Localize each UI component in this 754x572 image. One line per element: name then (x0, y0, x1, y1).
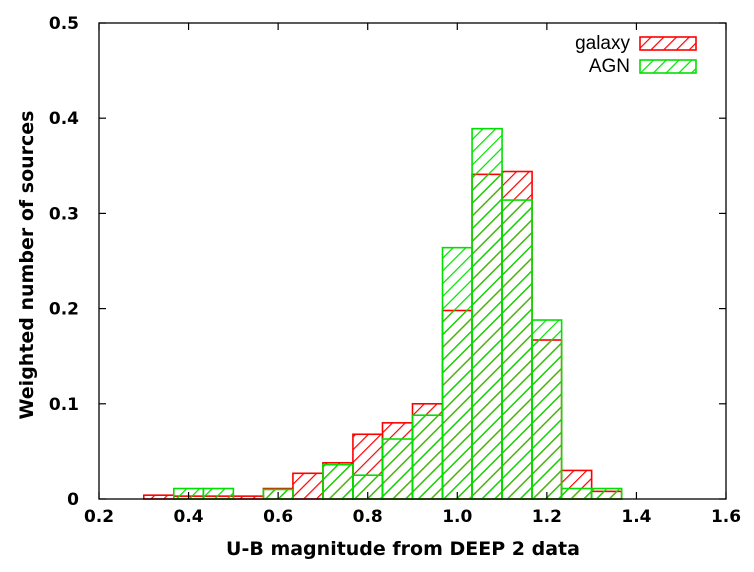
y-tick-label: 0.5 (49, 14, 79, 34)
x-tick-label: 1.6 (711, 507, 741, 527)
x-tick-label: 0.4 (174, 507, 204, 527)
x-tick-label: 0.2 (84, 507, 114, 527)
bar-agn (322, 463, 354, 500)
legend-label-galaxy: galaxy (575, 33, 630, 54)
bar-agn (202, 487, 235, 500)
bar-agn (441, 246, 473, 500)
bar-galaxy (292, 472, 324, 500)
legend-swatch-agn (639, 59, 697, 74)
y-tick-label: 0.4 (49, 109, 79, 129)
y-tick-label: 0.3 (49, 204, 79, 224)
x-tick-label: 0.8 (353, 507, 383, 527)
legend-label-agn: AGN (589, 56, 630, 77)
legend-swatch-galaxy (639, 36, 697, 51)
y-tick-label: 0.2 (49, 300, 79, 320)
x-axis-title: U-B magnitude from DEEP 2 data (226, 538, 580, 560)
axes-layer: 0.2 0.4 0.6 0.8 1.0 1.2 1.4 1.6 0 0.1 0.2 0.3 0.4 0.5 (49, 14, 741, 527)
series-agn (172, 127, 623, 500)
bar-agn (411, 414, 444, 500)
bar-agn (471, 127, 503, 500)
y-axis-title: Weighted number of sources (16, 111, 38, 420)
bars-layer (142, 127, 623, 500)
bar-agn (590, 487, 623, 500)
x-tick-label: 1.2 (532, 507, 562, 527)
bar-agn (560, 487, 593, 500)
x-tick-label: 0.6 (263, 507, 293, 527)
y-tick-label: 0 (67, 490, 79, 510)
plot-frame (98, 22, 727, 500)
x-tick-label: 1.4 (621, 507, 651, 527)
bar-agn (501, 199, 533, 500)
x-tick-label: 1.0 (442, 507, 472, 527)
y-tick-label: 0.1 (49, 395, 79, 415)
bar-agn (531, 319, 563, 500)
bar-agn (381, 438, 414, 500)
